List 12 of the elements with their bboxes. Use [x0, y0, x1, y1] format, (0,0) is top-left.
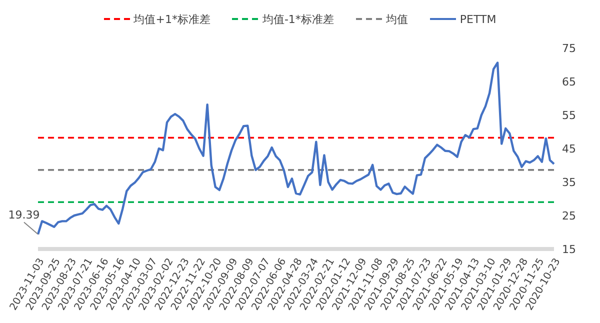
- y-tick-label: 55: [562, 108, 576, 122]
- y-tick-label: 35: [562, 176, 576, 189]
- y-tick-label: 25: [562, 209, 576, 222]
- annotation: 19.39: [8, 208, 40, 222]
- y-tick-label: 65: [562, 75, 576, 88]
- y-tick-label: 45: [562, 142, 576, 156]
- legend-label: PETTM: [460, 12, 496, 26]
- legend-label: 均值: [386, 12, 408, 26]
- legend-label: 均值+1*标准差: [134, 12, 210, 26]
- y-tick-label: 15: [562, 242, 576, 256]
- legend-label: 均值-1*标准差: [262, 12, 334, 26]
- y-tick-label: 75: [562, 42, 576, 55]
